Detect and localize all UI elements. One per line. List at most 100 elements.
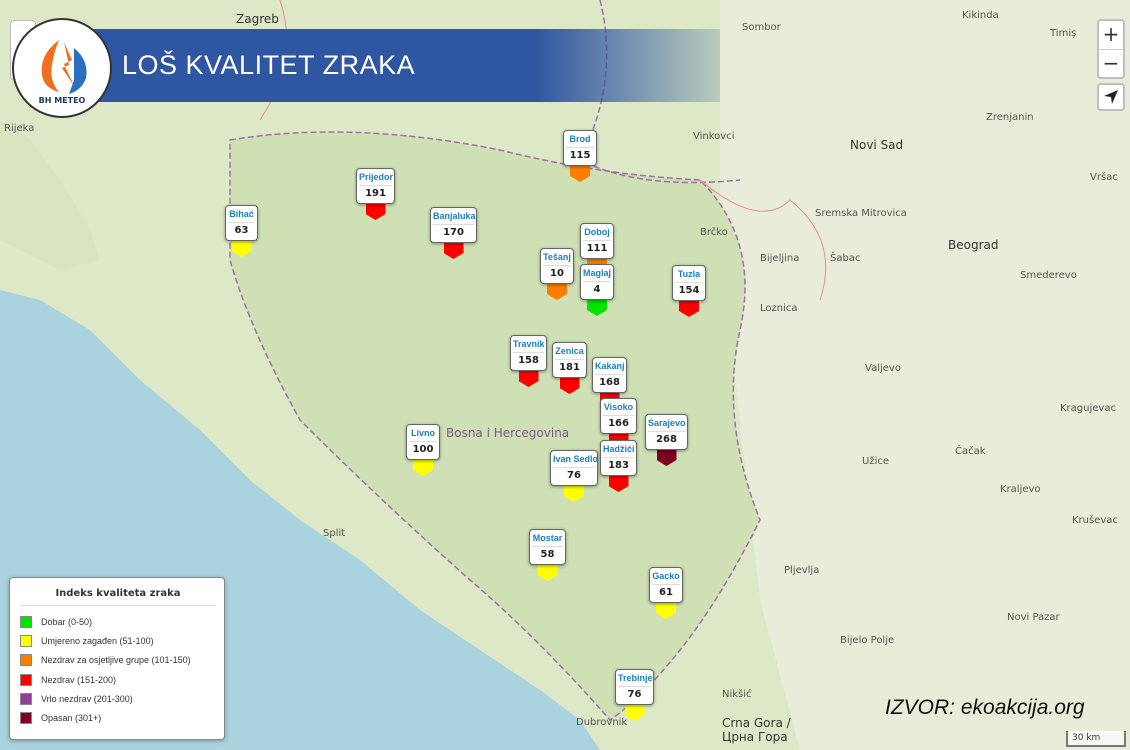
place-label: Nikšić xyxy=(722,689,752,700)
zoom-in-button[interactable]: + xyxy=(1102,22,1120,46)
station-name: Travnik xyxy=(513,338,545,353)
marker-label: Zenica 181 xyxy=(552,342,587,378)
place-label: Vršac xyxy=(1090,172,1118,183)
marker-pin-icon xyxy=(656,599,676,619)
station-name: Livno xyxy=(409,427,437,442)
legend-swatch xyxy=(20,634,32,647)
aqi-value: 10 xyxy=(550,268,564,279)
aqi-value: 268 xyxy=(656,434,677,445)
legend-item: Dobar (0-50) xyxy=(20,612,216,631)
marker-label: Travnik 158 xyxy=(510,335,547,371)
station-name: Bihać xyxy=(228,208,255,223)
marker-label: Ivan Sedlo 76 xyxy=(550,450,598,486)
place-label: Zagreb xyxy=(236,12,279,26)
place-label: Vinkovci xyxy=(693,131,735,142)
legend-item: Vrlo nezdrav (201-300) xyxy=(20,689,216,708)
place-label: Loznica xyxy=(760,303,798,314)
legend-label: Dobar (0-50) xyxy=(41,616,93,627)
station-name: Visoko xyxy=(603,401,634,416)
place-label: Beograd xyxy=(948,238,999,252)
place-label: Dubrovnik xyxy=(576,717,628,728)
legend-swatch xyxy=(20,712,32,725)
legend-label: Umjereno zagađen (51-100) xyxy=(41,635,154,646)
station-name: Ivan Sedlo xyxy=(553,453,597,468)
place-label: Sremska Mitrovica xyxy=(815,208,907,219)
station-name: Kakanj xyxy=(595,360,625,375)
station-name: Maglaj xyxy=(583,267,611,282)
place-label: Split xyxy=(323,528,346,539)
aqi-value: 168 xyxy=(599,377,620,388)
marker-label: Gacko 61 xyxy=(649,567,683,603)
place-label: Čačak xyxy=(955,446,986,457)
legend-item: Umjereno zagađen (51-100) xyxy=(20,631,216,650)
logo-text: BH METEO xyxy=(38,96,86,105)
aqi-value: 115 xyxy=(569,150,591,161)
station-name: Brod xyxy=(566,133,594,148)
marker-label: Livno 100 xyxy=(406,424,440,460)
marker-label: Doboj 111 xyxy=(580,223,614,259)
place-label: Brčko xyxy=(700,227,728,238)
marker-pin-icon xyxy=(608,472,629,492)
zoom-out-button[interactable]: − xyxy=(1099,49,1123,77)
station-name: Trebinje xyxy=(618,672,653,687)
aqi-value: 181 xyxy=(559,362,580,373)
place-label: Pljevlja xyxy=(784,565,820,576)
aqi-legend: Indeks kvaliteta zraka Dobar (0-50) Umjer… xyxy=(9,577,225,740)
marker-label: Banjaluka 170 xyxy=(430,207,477,243)
marker-pin-icon xyxy=(547,280,567,300)
marker-label: Tuzla 154 xyxy=(672,265,706,301)
place-label: Rijeka xyxy=(4,123,35,134)
aqi-value: 158 xyxy=(518,355,539,366)
place-label: Timiș xyxy=(1050,28,1077,39)
marker-pin-icon xyxy=(679,297,699,317)
legend-label: Opasan (301+) xyxy=(41,713,102,724)
station-name: Tuzla xyxy=(675,268,703,283)
legend-swatch xyxy=(20,615,32,628)
marker-label: Trebinje 76 xyxy=(615,669,654,705)
marker-pin-icon xyxy=(413,456,433,476)
place-label: Valjevo xyxy=(865,363,901,374)
marker-label: Visoko 166 xyxy=(600,398,637,434)
marker-pin-icon xyxy=(537,561,558,581)
marker-label: Mostar 58 xyxy=(529,529,566,565)
legend-title: Indeks kvaliteta zraka xyxy=(20,588,216,606)
logo-flame-snowflake-icon xyxy=(41,40,87,94)
place-label: Zrenjanin xyxy=(986,112,1034,123)
legend-item: Opasan (301+) xyxy=(20,708,216,727)
station-name: Zenica xyxy=(555,345,584,360)
marker-label: Hadžići 183 xyxy=(600,440,637,476)
zoom-control: + − xyxy=(1097,19,1125,79)
navigation-arrow-icon xyxy=(1104,90,1118,104)
locate-button[interactable] xyxy=(1097,83,1125,111)
station-name: Gacko xyxy=(652,570,680,585)
legend-swatch xyxy=(20,654,32,667)
station-name: Tešanj xyxy=(543,251,571,266)
marker-pin-icon xyxy=(365,200,386,220)
legend-item: Nezdrav (151-200) xyxy=(20,670,216,689)
title-banner xyxy=(60,29,720,102)
marker-pin-icon xyxy=(518,367,539,387)
station-name: Sarajevo xyxy=(648,417,686,432)
scale-bar: 30 km xyxy=(1066,731,1126,747)
aqi-value: 61 xyxy=(659,587,673,598)
legend-label: Nezdrav za osjetljive grupe (101-150) xyxy=(41,655,191,666)
place-label: Šabac xyxy=(830,253,861,264)
aqi-value: 191 xyxy=(365,188,386,199)
marker-pin-icon xyxy=(559,374,580,394)
marker-label: Sarajevo 268 xyxy=(645,414,688,450)
legend-swatch xyxy=(20,673,32,686)
aqi-value: 154 xyxy=(678,285,700,296)
station-name: Doboj xyxy=(583,226,611,241)
marker-label: Tešanj 10 xyxy=(540,248,574,284)
aqi-value: 76 xyxy=(567,470,581,481)
place-label: Bijeljina xyxy=(760,253,800,264)
aqi-value: 63 xyxy=(234,225,249,236)
source-credit: IZVOR: ekoakcija.org xyxy=(885,696,1085,719)
marker-pin-icon xyxy=(231,237,252,257)
legend-item: Nezdrav za osjetljive grupe (101-150) xyxy=(20,651,216,670)
place-label: Novi Sad xyxy=(850,138,904,152)
place-label: Novi Pazar xyxy=(1007,612,1060,623)
marker-pin-icon xyxy=(587,296,607,316)
aqi-value: 76 xyxy=(627,689,642,700)
place-label: Kikinda xyxy=(962,10,999,21)
